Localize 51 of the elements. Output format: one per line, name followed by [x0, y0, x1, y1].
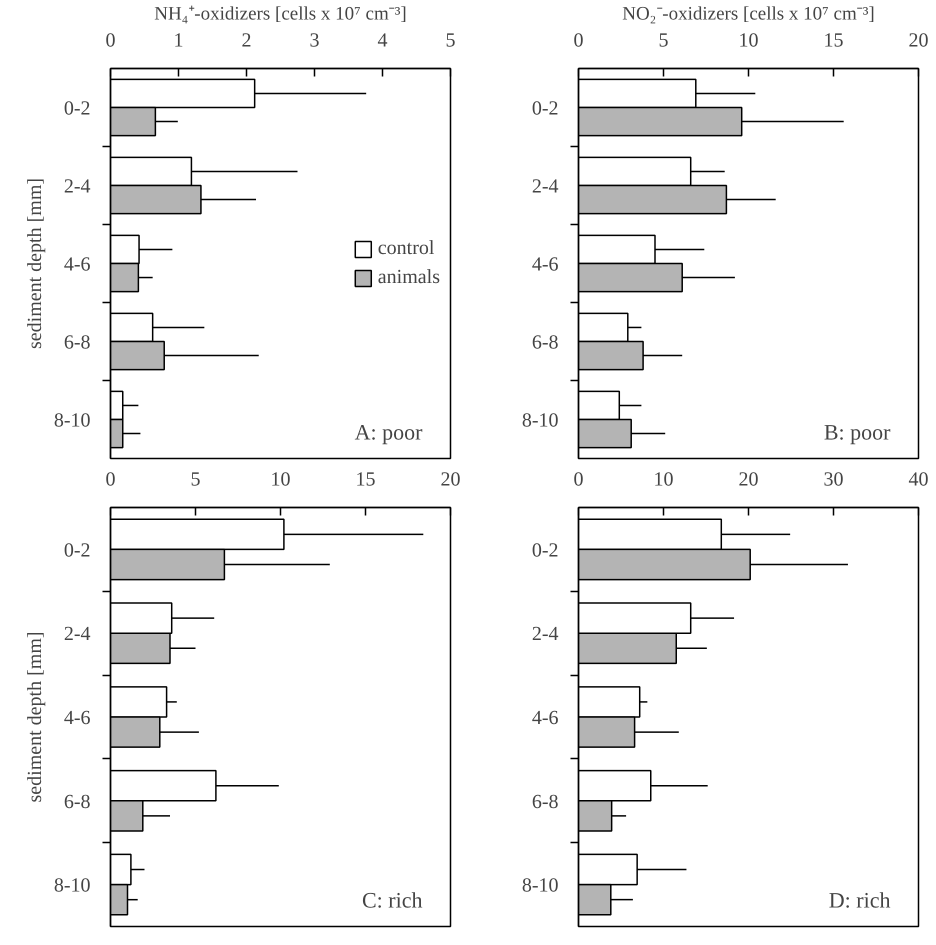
x-tick-label: 2 — [242, 30, 252, 52]
y-tick-label: 8-10 — [54, 410, 91, 432]
x-tick-label: 20 — [738, 468, 758, 490]
y-tick-label: 4-6 — [64, 707, 91, 729]
x-tick-label: 5 — [446, 30, 456, 52]
x-tick-label: 40 — [908, 468, 928, 490]
annotation: D: rich — [828, 888, 890, 912]
y-tick-label: 6-8 — [532, 332, 559, 354]
x-tick-label: 30 — [824, 468, 844, 490]
x-tick-label: 3 — [310, 30, 320, 52]
y-tick-label: 2-4 — [64, 623, 91, 646]
x-tick-label: 15 — [824, 30, 844, 52]
y-tick-label: 0-2 — [532, 539, 559, 562]
annotation: A: poor — [354, 420, 424, 444]
annotation: B: poor — [824, 420, 892, 444]
x-tick-label: 10 — [270, 468, 290, 490]
y-tick-label: 4-6 — [64, 254, 91, 276]
x-tick-label: 0 — [574, 30, 584, 52]
y-tick-label: 8-10 — [522, 410, 559, 432]
y-tick-label: 8-10 — [522, 874, 559, 897]
x-tick-label: 0 — [106, 468, 116, 490]
y-tick-label: 6-8 — [64, 332, 91, 354]
y-tick-label: 4-6 — [532, 707, 559, 729]
x-axis-title: NH₄⁺-oxidizers [cells x 10⁷ cm⁻³] — [154, 4, 407, 24]
x-axis-title: NO₂⁻-oxidizers [cells x 10⁷ cm⁻³] — [622, 4, 875, 24]
x-tick-label: 1 — [174, 30, 184, 52]
x-tick-label: 0 — [106, 30, 116, 52]
x-tick-label: 10 — [738, 30, 758, 52]
x-tick-label: 5 — [190, 468, 200, 490]
annotation: C: rich — [362, 888, 423, 912]
x-tick-label: 10 — [654, 468, 674, 490]
y-tick-label: 2-4 — [64, 176, 91, 198]
y-tick-label: 6-8 — [64, 790, 91, 813]
y-tick-label: 8-10 — [54, 874, 91, 897]
y-tick-label: 2-4 — [532, 176, 559, 198]
y-tick-label: 0-2 — [64, 98, 91, 120]
x-tick-label: 15 — [356, 468, 376, 490]
y-axis-title: sediment depth [mm] — [24, 631, 46, 803]
y-tick-label: 6-8 — [532, 790, 559, 813]
y-tick-label: 0-2 — [64, 539, 91, 562]
legend-label: control — [378, 237, 434, 260]
legend-label: animals — [378, 266, 440, 289]
x-tick-label: 0 — [574, 468, 584, 490]
x-tick-label: 5 — [658, 30, 668, 52]
y-tick-label: 2-4 — [532, 623, 559, 646]
x-tick-label: 20 — [440, 468, 460, 490]
y-tick-label: 0-2 — [532, 98, 559, 120]
x-tick-label: 20 — [908, 30, 928, 52]
y-axis-title: sediment depth [mm] — [24, 178, 46, 350]
x-tick-label: 4 — [378, 30, 388, 52]
y-tick-label: 4-6 — [532, 254, 559, 276]
